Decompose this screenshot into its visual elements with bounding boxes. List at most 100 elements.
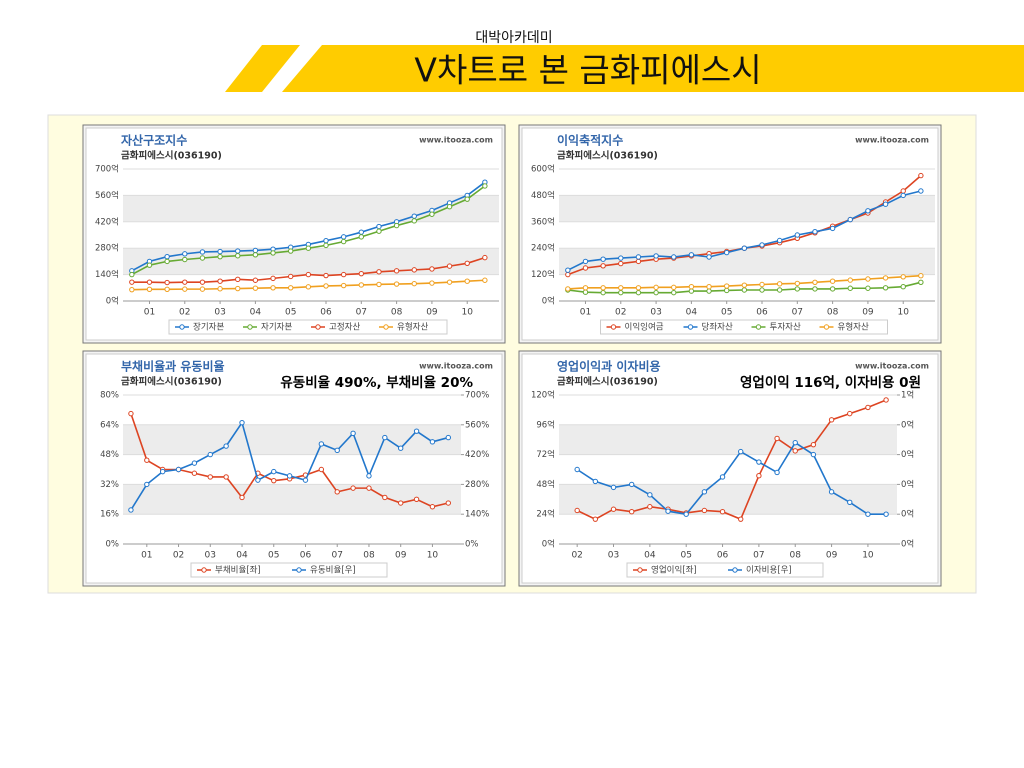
data-point: [271, 477, 277, 484]
data-point: [865, 276, 871, 282]
annotation: 유동비율 490%, 부채비율 20%: [280, 374, 473, 391]
x-tick-label: 06: [320, 308, 332, 318]
data-point: [918, 188, 924, 194]
data-point: [635, 285, 642, 291]
data-point: [741, 245, 748, 251]
data-point: [600, 285, 606, 291]
x-tick-label: 01: [141, 551, 152, 561]
data-point: [647, 492, 653, 498]
data-point: [305, 245, 312, 251]
data-point: [182, 256, 188, 263]
chart-inner: [85, 127, 503, 341]
data-point: [671, 289, 677, 296]
data-point: [706, 284, 712, 290]
chart-subtitle: 금화피에스시(036190): [557, 150, 658, 162]
data-point: [323, 272, 329, 279]
data-point: [574, 507, 580, 514]
data-point: [128, 507, 134, 513]
data-point: [182, 286, 188, 292]
data-point: [340, 234, 347, 240]
data-point: [144, 457, 150, 463]
data-point: [918, 279, 924, 285]
data-point: [446, 204, 453, 210]
data-point: [574, 466, 580, 473]
data-point: [350, 485, 356, 491]
y-tick-label: 700억: [95, 164, 119, 175]
data-point: [464, 196, 470, 202]
x-tick-label: 07: [753, 551, 764, 561]
data-point: [918, 172, 924, 179]
data-point: [340, 282, 347, 289]
x-tick-label: 03: [214, 308, 225, 318]
x-tick-label: 07: [792, 308, 803, 318]
data-point: [429, 280, 435, 286]
data-point: [252, 252, 259, 258]
y-tick-label: 360억: [531, 216, 555, 227]
x-tick-label: 03: [608, 551, 619, 561]
data-point: [318, 441, 325, 447]
data-point: [882, 285, 889, 291]
data-point: [600, 289, 606, 296]
x-tick-label: 04: [686, 308, 698, 318]
data-point: [235, 285, 241, 292]
legend-marker: [732, 567, 738, 573]
y-tick-label: 72억: [536, 449, 555, 460]
data-point: [688, 284, 695, 290]
y-tick-label: 0억: [106, 296, 119, 307]
y2-tick-label: 0%: [465, 540, 479, 550]
data-point: [144, 481, 150, 488]
data-point: [199, 255, 206, 261]
data-point: [305, 271, 312, 278]
legend-marker: [247, 324, 253, 330]
data-point: [794, 280, 801, 287]
y-tick-label: 96억: [536, 419, 555, 430]
y2-tick-label: 0억: [901, 419, 914, 430]
data-point: [207, 451, 213, 458]
data-point: [701, 489, 708, 495]
x-tick-label: 04: [250, 308, 262, 318]
band: [559, 195, 935, 222]
legend-box: [600, 319, 888, 335]
data-point: [756, 473, 762, 479]
data-point: [706, 254, 712, 260]
data-point: [464, 278, 470, 284]
x-tick-label: 03: [205, 551, 216, 561]
data-point: [207, 474, 213, 480]
y2-tick-label: 140%: [465, 510, 489, 520]
data-point: [239, 419, 245, 426]
y-tick-label: 48%: [100, 450, 119, 460]
data-point: [810, 451, 817, 458]
data-point: [723, 283, 730, 289]
data-point: [175, 466, 182, 473]
data-point: [828, 489, 835, 495]
data-point: [286, 473, 293, 479]
data-point: [397, 445, 404, 451]
data-point: [812, 279, 818, 285]
data-point: [350, 430, 356, 437]
data-point: [429, 211, 435, 217]
data-point: [287, 273, 294, 280]
data-point: [445, 500, 452, 506]
data-point: [812, 229, 818, 235]
data-point: [393, 222, 400, 229]
band: [123, 484, 461, 515]
data-point: [776, 287, 783, 293]
data-point: [701, 507, 708, 514]
data-point: [334, 447, 340, 454]
data-point: [741, 282, 748, 288]
y-tick-label: 32%: [100, 480, 119, 490]
data-point: [302, 477, 309, 483]
x-tick-label: 07: [356, 308, 367, 318]
data-point: [882, 275, 889, 281]
data-point: [446, 279, 453, 285]
legend-marker: [823, 324, 830, 330]
data-point: [688, 252, 695, 258]
chart-source: www.itooza.com: [419, 362, 493, 371]
data-point: [865, 511, 871, 517]
data-point: [719, 509, 726, 515]
data-point: [411, 218, 417, 224]
data-point: [358, 270, 365, 277]
data-point: [382, 494, 388, 501]
x-tick-label: 05: [721, 308, 732, 318]
